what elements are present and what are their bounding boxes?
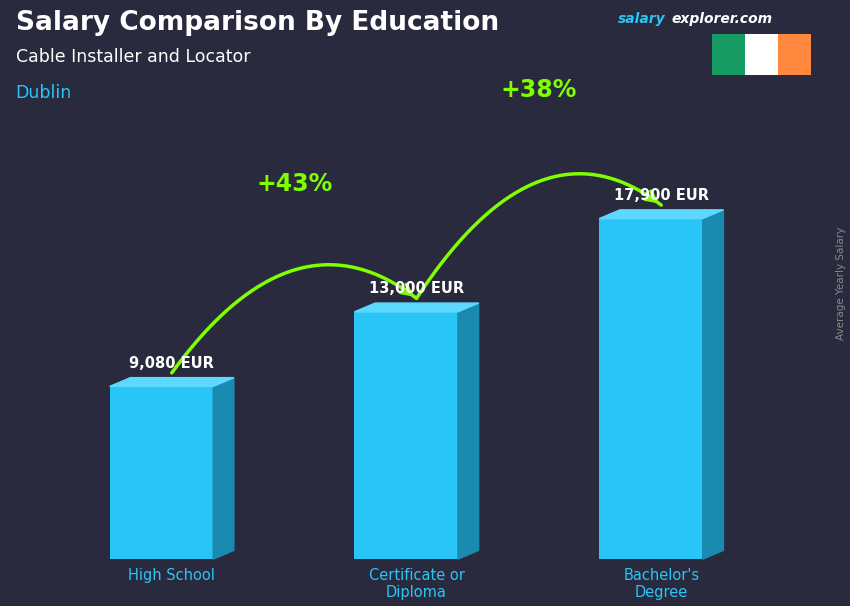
Text: Bachelor's
Degree: Bachelor's Degree	[623, 568, 700, 601]
Text: 17,900 EUR: 17,900 EUR	[614, 188, 709, 203]
Polygon shape	[458, 303, 479, 559]
Bar	[745, 34, 778, 75]
Bar	[778, 34, 811, 75]
Text: Certificate or
Diploma: Certificate or Diploma	[369, 568, 464, 601]
Text: Dublin: Dublin	[15, 84, 71, 102]
Polygon shape	[703, 210, 723, 559]
Text: +43%: +43%	[256, 171, 332, 196]
Text: +38%: +38%	[501, 78, 577, 102]
Bar	[712, 34, 745, 75]
Bar	[110, 387, 213, 559]
Text: Average Yearly Salary: Average Yearly Salary	[836, 227, 846, 340]
Polygon shape	[110, 378, 234, 387]
Bar	[354, 312, 458, 559]
Polygon shape	[599, 210, 723, 219]
Text: Salary Comparison By Education: Salary Comparison By Education	[15, 10, 499, 36]
Bar	[599, 219, 703, 559]
Text: explorer.com: explorer.com	[672, 12, 773, 26]
Polygon shape	[354, 303, 479, 312]
Text: 9,080 EUR: 9,080 EUR	[129, 356, 214, 371]
Text: High School: High School	[128, 568, 215, 583]
Polygon shape	[213, 378, 234, 559]
Text: 13,000 EUR: 13,000 EUR	[369, 281, 464, 296]
Text: salary: salary	[618, 12, 666, 26]
Text: Cable Installer and Locator: Cable Installer and Locator	[15, 48, 250, 67]
